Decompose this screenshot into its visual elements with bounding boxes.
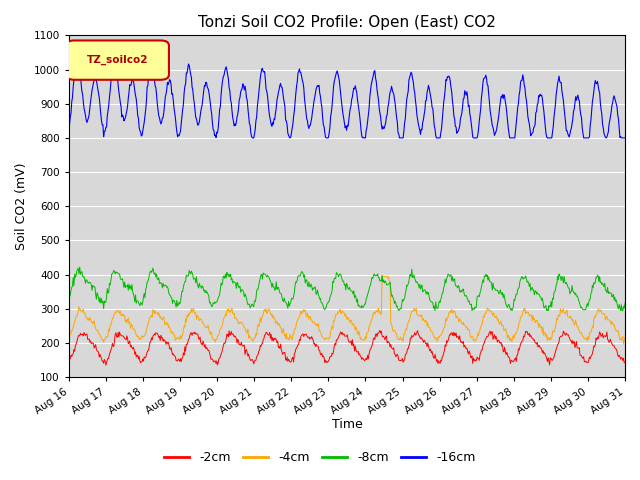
-8cm — [260, 271, 268, 277]
-8cm — [282, 300, 289, 305]
-2cm — [102, 362, 109, 368]
-2cm — [406, 341, 413, 347]
-16cm — [65, 124, 73, 130]
-16cm — [131, 88, 139, 94]
-2cm — [233, 340, 241, 346]
-2cm — [621, 360, 629, 366]
-8cm — [621, 300, 629, 306]
Y-axis label: Soil CO2 (mV): Soil CO2 (mV) — [15, 163, 28, 250]
-16cm — [437, 130, 445, 136]
-2cm — [65, 355, 73, 360]
-4cm — [281, 332, 289, 338]
-16cm — [621, 135, 629, 141]
-8cm — [76, 264, 84, 270]
-2cm — [437, 357, 445, 363]
-4cm — [232, 316, 240, 322]
-4cm — [621, 335, 629, 340]
-4cm — [131, 327, 138, 333]
FancyBboxPatch shape — [66, 40, 169, 80]
-8cm — [131, 299, 139, 305]
-8cm — [406, 272, 413, 278]
Title: Tonzi Soil CO2 Profile: Open (East) CO2: Tonzi Soil CO2 Profile: Open (East) CO2 — [198, 15, 496, 30]
-16cm — [282, 118, 290, 124]
-2cm — [376, 327, 384, 333]
-4cm — [620, 341, 627, 347]
-4cm — [260, 307, 268, 313]
-2cm — [131, 351, 139, 357]
-8cm — [233, 280, 241, 286]
Line: -16cm: -16cm — [69, 60, 625, 138]
-16cm — [233, 114, 241, 120]
Text: TZ_soilco2: TZ_soilco2 — [87, 55, 148, 65]
-16cm — [248, 135, 256, 141]
-16cm — [262, 76, 269, 82]
-16cm — [74, 57, 81, 63]
Line: -4cm: -4cm — [69, 276, 625, 344]
-2cm — [260, 332, 268, 338]
-4cm — [436, 333, 444, 338]
-2cm — [282, 357, 289, 363]
-8cm — [395, 308, 403, 313]
-16cm — [406, 75, 413, 81]
-8cm — [437, 297, 445, 302]
Line: -2cm: -2cm — [69, 330, 625, 365]
Line: -8cm: -8cm — [69, 267, 625, 311]
-8cm — [65, 295, 73, 301]
-4cm — [405, 318, 413, 324]
X-axis label: Time: Time — [332, 419, 362, 432]
Legend: -2cm, -4cm, -8cm, -16cm: -2cm, -4cm, -8cm, -16cm — [159, 446, 481, 469]
-4cm — [65, 336, 73, 342]
-4cm — [378, 274, 386, 279]
